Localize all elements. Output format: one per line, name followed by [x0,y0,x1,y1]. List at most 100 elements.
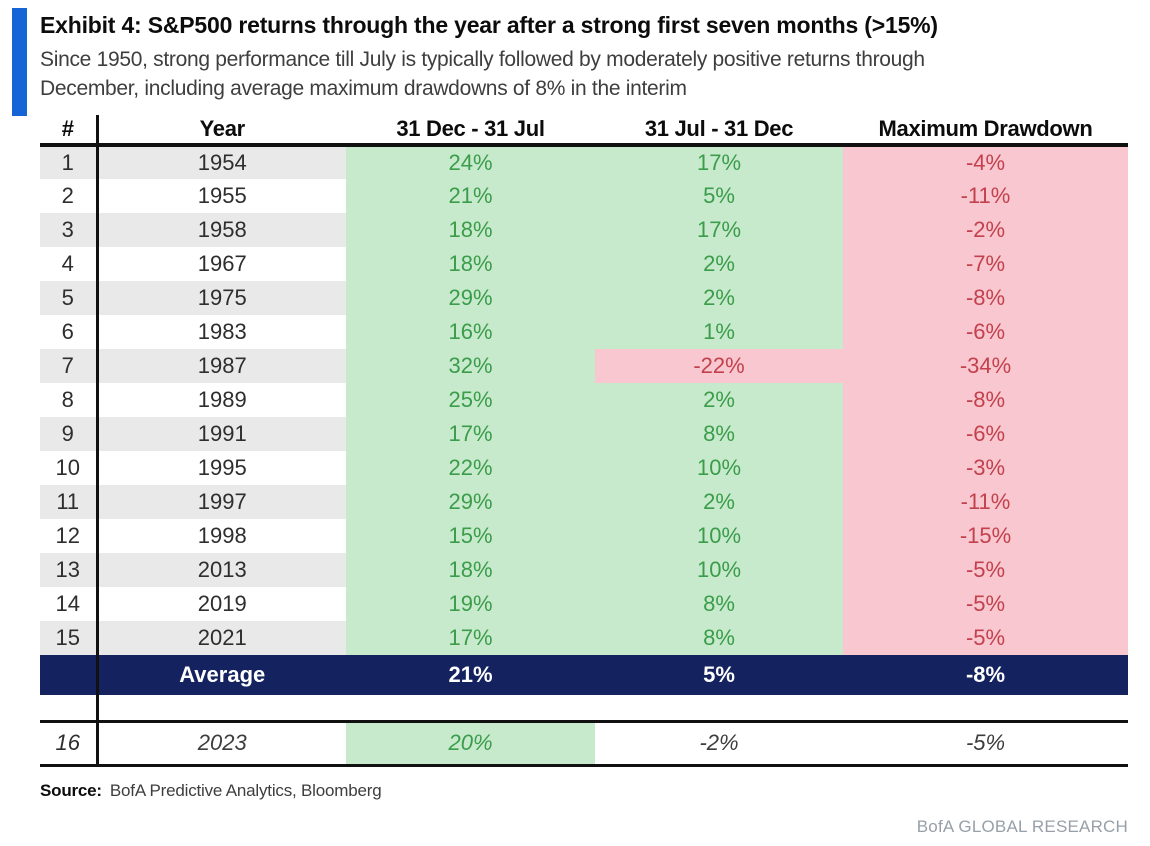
first-half-return-cell: 18% [346,553,595,587]
row-number-cell: 5 [40,281,99,315]
year-cell: 1955 [197,183,247,208]
table-row: 2 1955 21% 5% -11% [40,179,1128,213]
drawdown-cell: -34% [843,349,1128,383]
table-row: 15 2021 17% 8% -5% [40,621,1128,655]
first-half-return-cell: 21% [346,179,595,213]
row-number-cell: 4 [40,247,99,281]
column-header-number: # [40,115,99,147]
first-half-return-cell: 18% [346,247,595,281]
year-cell: 2021 [97,621,346,655]
source-label: Source: [40,780,102,800]
spacer-cell [843,695,1128,721]
average-row: Average 21% 5% -8% [40,655,1128,695]
table-row: 11 1997 29% 2% -11% [40,485,1128,519]
row-number-cell: 1 [40,145,99,179]
first-half-return-cell: 22% [346,451,595,485]
row-number-cell: 14 [40,587,99,621]
exhibit-subtitle: Since 1950, strong performance till July… [40,45,1110,103]
first-half-return-cell: 15% [346,519,595,553]
column-header-max-drawdown: Maximum Drawdown [843,115,1128,147]
row-number-cell: 12 [40,519,99,553]
first-half-return-cell: 19% [346,587,595,621]
returns-table: # Year 31 Dec - 31 Jul 31 Jul - 31 Dec M… [40,115,1128,767]
drawdown-cell: -5% [843,553,1128,587]
spacer-cell [595,695,843,721]
second-half-return-cell: 10% [595,519,843,553]
drawdown-cell: -11% [843,485,1128,519]
exhibit-title: Exhibit 4: S&P500 returns through the ye… [40,12,938,38]
second-half-return-cell: 2% [595,281,843,315]
spacer-cell [97,695,346,721]
year-cell: 2019 [197,591,247,616]
year-cell: 1958 [97,213,346,247]
row-number-cell: 2 [40,179,99,213]
year-cell: 1987 [97,349,346,383]
table-header-row: # Year 31 Dec - 31 Jul 31 Jul - 31 Dec M… [40,115,1128,147]
table-row: 13 2013 18% 10% -5% [40,553,1128,587]
second-half-return-cell: 8% [595,621,843,655]
second-half-return-cell: -2% [595,719,843,767]
second-half-return-cell: 5% [595,179,843,213]
year-cell: 2023 [97,719,346,767]
first-half-return-cell: 20% [346,719,595,767]
column-header-first-half: 31 Dec - 31 Jul [346,115,595,147]
drawdown-cell: -15% [843,519,1128,553]
row-number-cell: 8 [40,383,99,417]
drawdown-cell: -7% [843,247,1128,281]
year-cell: 2013 [97,553,346,587]
second-half-return-cell: -22% [595,349,843,383]
second-half-return-cell: 2% [595,247,843,281]
drawdown-cell: -4% [843,145,1128,179]
accent-bar [12,8,27,116]
second-half-return-cell: 8% [595,587,843,621]
year-cell: 1997 [97,485,346,519]
drawdown-cell: -6% [843,315,1128,349]
average-first-half-cell: 21% [346,655,595,695]
second-half-return-cell: 8% [595,417,843,451]
drawdown-cell: -5% [843,719,1128,767]
exhibit-subtitle-line-1: Since 1950, strong performance till July… [40,48,925,71]
table-row: 14 2019 19% 8% -5% [40,587,1128,621]
row-number-cell: 13 [40,553,99,587]
second-half-return-cell: 1% [595,315,843,349]
year-cell: 1991 [97,417,346,451]
year-cell: 1954 [97,145,346,179]
spacer-row [40,695,1128,721]
drawdown-cell: -5% [843,587,1128,621]
row-number-cell: 7 [40,349,99,383]
table-row: 7 1987 32% -22% -34% [40,349,1128,383]
drawdown-cell: -3% [843,451,1128,485]
average-label: Average [97,655,346,695]
row-number-cell: 11 [40,485,99,519]
drawdown-cell: -8% [843,383,1128,417]
column-header-year: Year [97,115,346,147]
source-text: BofA Predictive Analytics, Bloomberg [109,780,382,800]
spacer-cell [346,695,595,721]
row-number-cell: 10 [40,451,99,485]
brand-text: BofA GLOBAL RESEARCH [916,816,1128,836]
table-row: 8 1989 25% 2% -8% [40,383,1128,417]
average-drawdown-cell: -8% [843,655,1128,695]
year-cell: 1998 [197,523,247,548]
second-half-return-cell: 10% [595,451,843,485]
second-half-return-cell: 10% [595,553,843,587]
drawdown-cell: -2% [843,213,1128,247]
table-row: 5 1975 29% 2% -8% [40,281,1128,315]
table-row: 12 1998 15% 10% -15% [40,519,1128,553]
average-number-cell [40,655,99,695]
drawdown-cell: -6% [843,417,1128,451]
drawdown-cell: -11% [843,179,1128,213]
first-half-return-cell: 29% [346,281,595,315]
year-cell: 1975 [97,281,346,315]
row-number-cell: 3 [40,213,99,247]
year-cell: 1983 [197,319,247,344]
first-half-return-cell: 17% [346,417,595,451]
average-second-half-cell: 5% [595,655,843,695]
second-half-return-cell: 2% [595,383,843,417]
first-half-return-cell: 18% [346,213,595,247]
source-line: Source: BofA Predictive Analytics, Bloomb… [40,781,1150,801]
row-number-cell: 16 [40,719,99,767]
year-cell: 1995 [197,455,247,480]
table-row: 1 1954 24% 17% -4% [40,145,1128,179]
row-number-cell: 9 [40,417,99,451]
